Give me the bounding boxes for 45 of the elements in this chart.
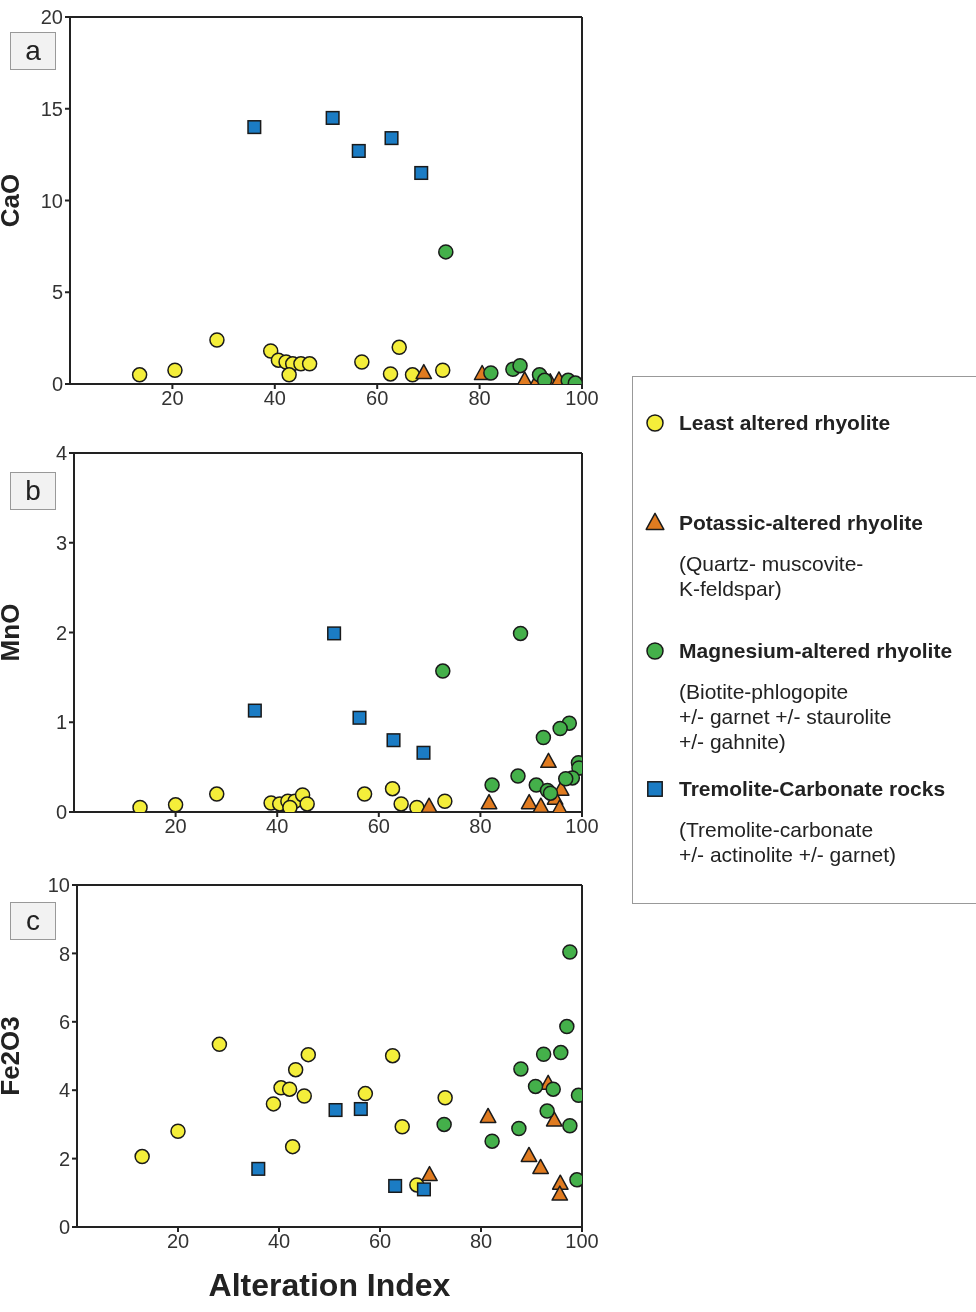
y-tick-label: 5 [51,281,63,304]
y-tick-label: 4 [58,1079,70,1102]
text: (Biotite-phlogopite +/- garnet +/- staurolite +/- gahnite) [679,679,893,754]
text: c [10,902,56,940]
x-tick-label: 60 [367,815,390,838]
x-tick-label: 100 [565,815,599,838]
legend-label: Least altered rhyolite [679,411,891,435]
y-tick-label: 3 [55,531,67,554]
y-tick-label: 0 [55,801,67,824]
legend-label: Magnesium-altered rhyolite [679,639,953,663]
x-axis-title: Alteration Index [208,1267,451,1303]
y-axis-title: CaO [0,173,26,228]
y-tick-label: 2 [55,621,67,644]
y-tick-label: 0 [51,373,63,396]
y-tick-label: 10 [47,874,70,897]
legend-label: Potassic-altered rhyolite [679,511,923,535]
y-tick-label: 6 [58,1010,70,1033]
x-tick-label: 80 [469,1230,493,1253]
text: (Tremolite-carbonate +/- actinolite +/- garnet) [679,817,898,867]
x-tick-label: 60 [366,387,389,410]
x-tick-label: 60 [368,1230,392,1253]
y-tick-label: 1 [55,711,67,734]
y-axis-title: MnO [0,603,26,662]
text: (Quartz- muscovite- K-feldspar) [679,551,865,601]
x-tick-label: 80 [469,815,492,838]
y-tick-label: 10 [40,189,63,212]
text: b [10,472,56,510]
x-tick-label: 40 [267,1230,291,1253]
text: a [10,32,56,70]
legend-label: Tremolite-Carbonate rocks [679,777,946,801]
y-tick-label: 2 [58,1147,70,1170]
x-tick-label: 20 [164,815,187,838]
y-tick-label: 8 [58,942,70,965]
x-tick-label: 100 [565,387,599,410]
x-tick-label: 100 [565,1230,599,1253]
x-tick-label: 20 [166,1230,190,1253]
y-tick-label: 0 [58,1216,70,1239]
x-tick-label: 80 [468,387,491,410]
y-tick-label: 20 [40,6,63,29]
y-tick-label: 15 [40,97,63,120]
x-tick-label: 20 [161,387,184,410]
y-axis-title: Fe2O3 [0,1016,26,1096]
x-tick-label: 40 [263,387,286,410]
y-tick-label: 4 [55,442,67,465]
x-tick-label: 40 [266,815,289,838]
